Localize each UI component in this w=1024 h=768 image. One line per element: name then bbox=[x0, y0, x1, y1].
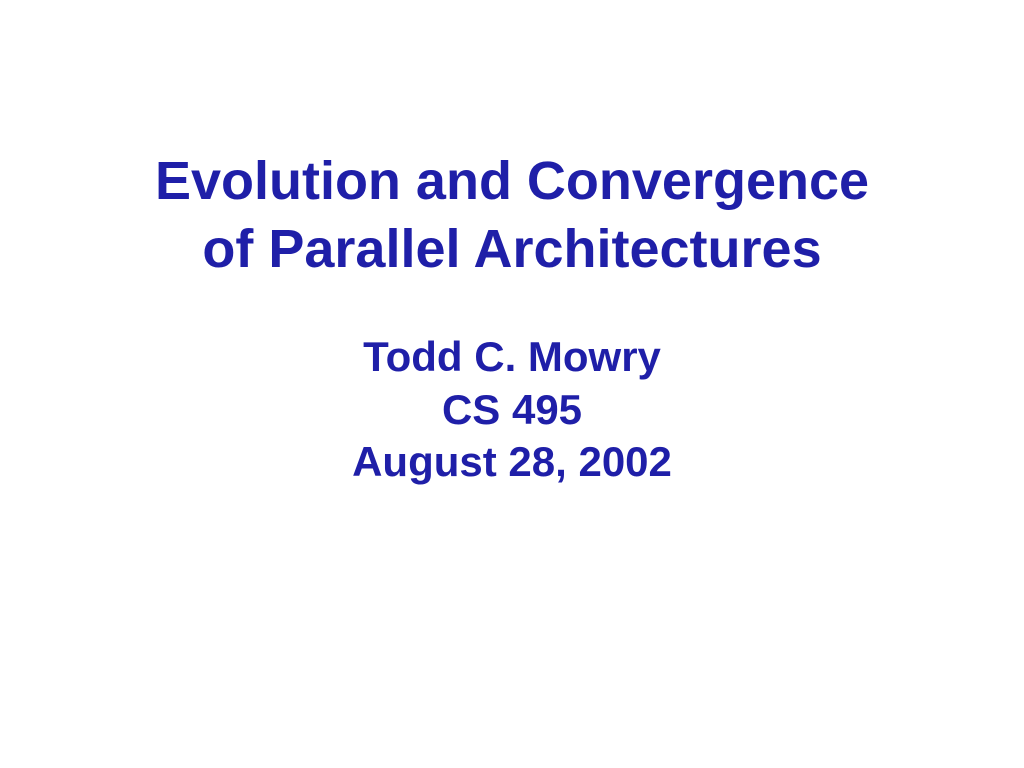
date-line: August 28, 2002 bbox=[352, 436, 672, 489]
slide-title: Evolution and Convergence of Parallel Ar… bbox=[155, 148, 869, 283]
author-line: Todd C. Mowry bbox=[352, 331, 672, 384]
course-line: CS 495 bbox=[352, 384, 672, 437]
title-line-1: Evolution and Convergence bbox=[155, 148, 869, 216]
title-line-2: of Parallel Architectures bbox=[155, 216, 869, 284]
slide-subtitle: Todd C. Mowry CS 495 August 28, 2002 bbox=[352, 331, 672, 489]
title-slide: Evolution and Convergence of Parallel Ar… bbox=[0, 0, 1024, 768]
